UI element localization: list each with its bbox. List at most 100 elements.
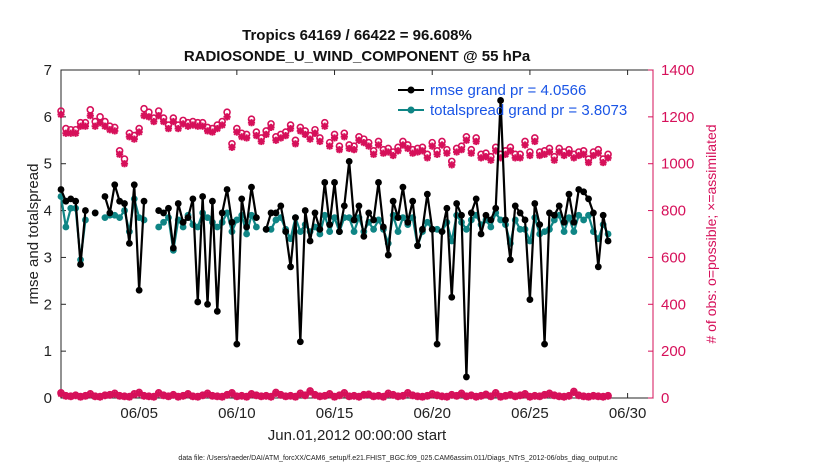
rmse-point (262, 225, 270, 233)
assimilated-marker-stroke (228, 143, 236, 151)
rmse-point (438, 228, 446, 236)
rmse-point (213, 307, 221, 315)
totalspread-point (375, 216, 382, 224)
x-tick-label: 06/20 (413, 405, 451, 422)
totalspread-point (580, 216, 588, 224)
rmse-point (565, 190, 573, 198)
assimilated-obs-marker (116, 150, 124, 158)
rmse-point (355, 202, 363, 210)
assimilated-marker-stroke (160, 392, 167, 400)
rmse-point (292, 214, 299, 222)
assimilated-obs-marker (350, 146, 358, 154)
rmse-point (511, 202, 519, 210)
rmse-point (560, 218, 568, 226)
rmse-point (472, 195, 480, 203)
rmse-point (497, 97, 505, 104)
legend-spread-label: totalspread grand pr = 3.8073 (430, 102, 627, 119)
assimilated-marker-stroke (570, 388, 578, 396)
assimilated-marker-stroke (155, 390, 163, 398)
assimilated-obs-marker (516, 154, 524, 162)
rmse-point (340, 202, 348, 210)
rmse-point (443, 204, 451, 212)
rmse-point (301, 207, 309, 214)
assimilated-obs-marker (374, 141, 383, 149)
assimilated-marker-stroke (467, 392, 475, 400)
assimilated-marker-stroke (169, 391, 177, 399)
rmse-point (306, 237, 314, 245)
assimilated-marker-stroke (463, 136, 470, 144)
assimilated-obs-marker (164, 124, 173, 133)
assimilated-marker-stroke (326, 391, 334, 399)
rmse-point (204, 300, 211, 308)
rmse-point (463, 373, 470, 381)
assimilated-marker-stroke (262, 392, 270, 400)
assimilated-marker-stroke (155, 112, 163, 120)
totalspread-point (350, 228, 358, 236)
totalspread-point (155, 223, 163, 231)
assimilated-marker-stroke (409, 392, 417, 400)
rmse-point (467, 209, 475, 217)
rmse-point (526, 296, 534, 303)
assimilated-marker-stroke (458, 390, 465, 398)
rmse-point (72, 197, 80, 205)
assimilated-obs-marker (243, 134, 251, 142)
rmse-point (453, 200, 461, 207)
rmse-point (521, 216, 529, 224)
assimilated-marker-stroke (316, 138, 324, 145)
assimilated-marker-stroke (311, 391, 319, 399)
rmse-point (199, 193, 207, 200)
x-tick-label: 06/15 (316, 405, 354, 422)
rmse-point (345, 157, 353, 165)
rmse-point (365, 209, 373, 217)
assimilated-marker-stroke (585, 159, 592, 166)
assimilated-marker-stroke (86, 391, 94, 399)
assimilated-obs-marker (594, 149, 602, 157)
assimilated-marker-stroke (599, 159, 607, 166)
assimilated-obs-marker (570, 388, 578, 396)
assimilated-marker-stroke (282, 132, 290, 140)
assimilated-obs-marker (526, 151, 534, 160)
rmse-point (389, 197, 397, 205)
totalspread-point (331, 214, 338, 222)
rmse-point (458, 211, 465, 219)
assimilated-obs-marker (457, 146, 466, 154)
y-axis-label: rmse and totalspread (25, 164, 42, 305)
assimilated-marker-stroke (433, 150, 441, 158)
y-right-tick-label: 800 (661, 203, 686, 220)
assimilated-marker-stroke (350, 392, 358, 400)
assimilated-obs-marker (365, 391, 373, 399)
y-tick-label: 1 (44, 343, 52, 360)
rmse-point (394, 214, 402, 222)
right-y-axis: 0 200 400 600 800 1000 1200 1400 (648, 62, 694, 407)
y-right-tick-label: 0 (661, 390, 669, 407)
totalspread-point (463, 225, 470, 233)
assimilated-marker-stroke (546, 390, 553, 398)
assimilated-marker-stroke (531, 138, 539, 145)
assimilated-marker-stroke (492, 390, 500, 398)
y-right-tick-label: 1000 (661, 156, 694, 173)
assimilated-marker-stroke (165, 125, 172, 132)
assimilated-marker-stroke (150, 118, 158, 125)
totalspread-point (565, 214, 573, 222)
assimilated-obs-marker (218, 121, 226, 129)
assimilated-obs-marker (316, 137, 324, 146)
assimilated-marker-stroke (438, 141, 446, 149)
assimilated-marker-stroke (238, 392, 246, 400)
x-axis: 06/05 06/10 06/15 06/20 06/25 06/30 (120, 70, 646, 422)
assimilated-marker-stroke (340, 390, 348, 398)
rmse-point (477, 230, 485, 238)
rmse-point (125, 239, 133, 247)
rmse-point (91, 209, 99, 217)
rmse-point (106, 209, 114, 217)
chart-title-line2: RADIOSONDE_U_WIND_COMPONENT @ 55 hPa (184, 48, 531, 65)
series-layer (57, 97, 612, 381)
totalspread-point (497, 216, 505, 224)
rmse-point (252, 214, 260, 222)
x-axis-label: Jun.01,2012 00:00:00 start (268, 427, 447, 444)
assimilated-marker-stroke (550, 392, 558, 400)
assimilated-marker-stroke (223, 113, 231, 121)
assimilated-marker-stroke (550, 156, 558, 164)
rmse-point (140, 197, 148, 205)
assimilated-marker-stroke (365, 391, 373, 399)
